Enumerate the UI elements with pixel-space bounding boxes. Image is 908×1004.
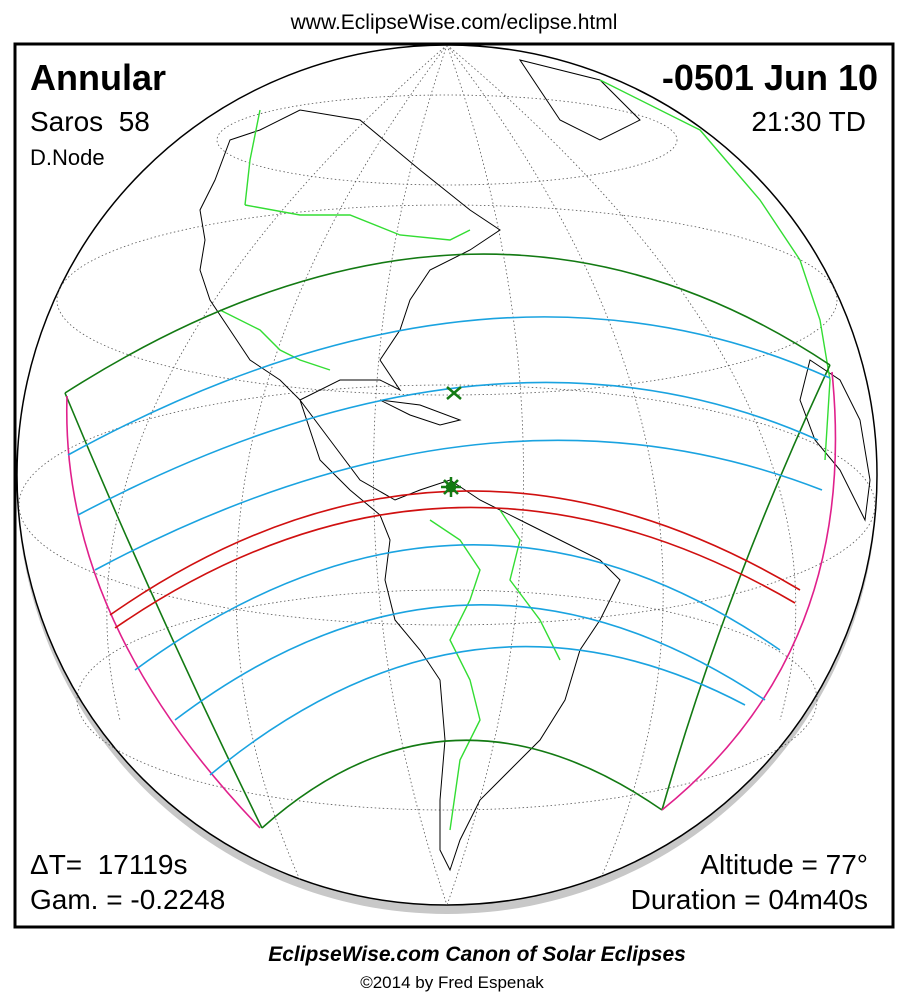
gamma: Gam. = -0.2248 bbox=[30, 884, 225, 915]
node: D.Node bbox=[30, 145, 105, 170]
eclipse-type: Annular bbox=[30, 57, 166, 98]
duration: Duration = 04m40s bbox=[631, 884, 868, 915]
saros: Saros 58 bbox=[30, 106, 150, 137]
time: 21:30 TD bbox=[751, 106, 866, 137]
date: -0501 Jun 10 bbox=[662, 57, 878, 98]
altitude: Altitude = 77° bbox=[700, 849, 868, 880]
markers bbox=[441, 386, 462, 497]
borders bbox=[219, 79, 831, 831]
globe bbox=[16, 45, 878, 914]
footer-title: EclipseWise.com Canon of Solar Eclipses bbox=[268, 943, 686, 966]
url: www.EclipseWise.com/eclipse.html bbox=[290, 11, 618, 34]
copyright: ©2014 by Fred Espenak bbox=[360, 973, 544, 992]
delta-t: ΔT= 17119s bbox=[30, 849, 188, 880]
graticule bbox=[18, 45, 876, 906]
